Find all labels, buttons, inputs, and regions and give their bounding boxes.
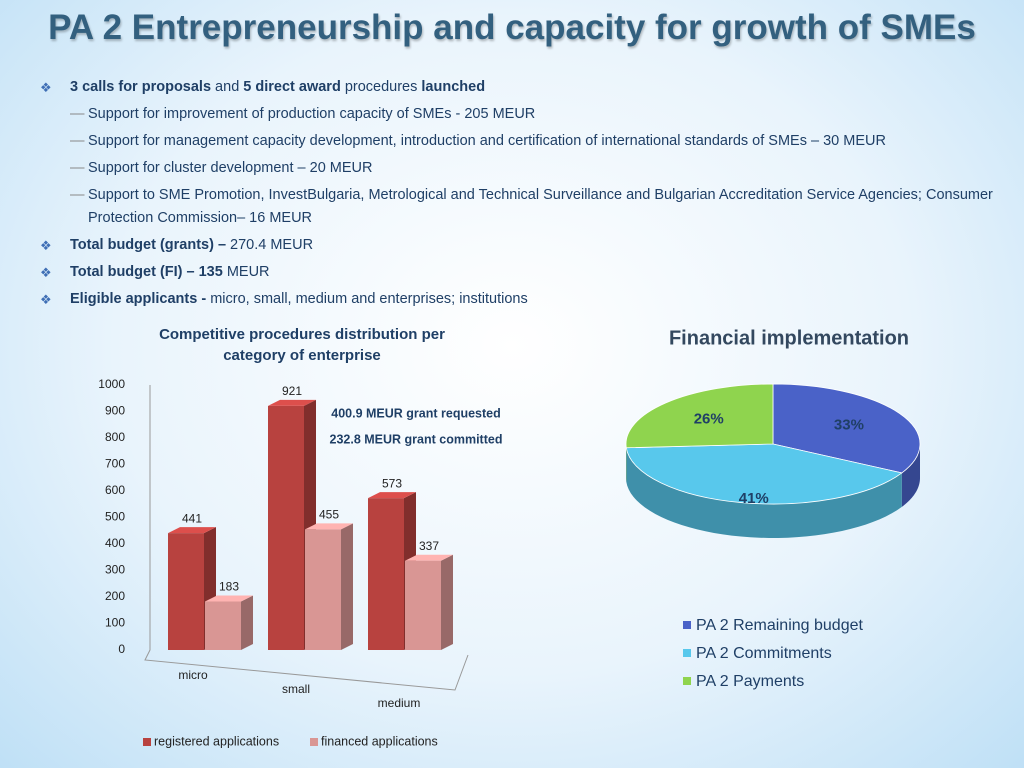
legend-label: PA 2 Remaining budget: [696, 617, 863, 634]
bar-top: [268, 399, 316, 406]
bullet: 3 calls for proposals and 5 direct award…: [40, 76, 1005, 99]
bar-top: [168, 527, 216, 534]
y-tick-label: 500: [105, 510, 125, 524]
bullet-text: 3 calls for proposals: [70, 79, 212, 95]
annotation: 232.8 MEUR grant committed: [330, 432, 503, 446]
data-label: 573: [382, 476, 402, 490]
x-tick-label: small: [282, 682, 310, 696]
bar-top: [305, 523, 353, 530]
y-tick-label: 1000: [98, 377, 125, 391]
bar: [368, 498, 404, 650]
bar-top: [205, 595, 253, 602]
bullet-text: 270.4 MEUR: [226, 237, 314, 253]
data-label: 921: [282, 384, 302, 398]
data-label: 33%: [834, 417, 864, 434]
bullet: Support for cluster development – 20 MEU…: [40, 157, 1005, 180]
annotation: 400.9 MEUR grant requested: [331, 406, 501, 420]
bullet-text: procedures: [340, 79, 422, 95]
bar: [268, 405, 304, 650]
bullet-text: Support to SME Promotion, InvestBulgaria…: [88, 187, 993, 226]
bullet-text: 5 direct award: [243, 79, 341, 95]
bar: [405, 560, 441, 650]
x-tick-label: micro: [178, 668, 208, 682]
bar: [205, 601, 241, 650]
y-tick-label: 300: [105, 563, 125, 577]
y-tick-label: 800: [105, 430, 125, 444]
chart-title: Competitive procedures distribution per c…: [159, 326, 445, 364]
legend-swatch: [143, 738, 151, 746]
bar: [168, 533, 204, 650]
bar: [305, 529, 341, 650]
bullet-text: Support for improvement of production ca…: [88, 106, 536, 122]
y-tick-label: 700: [105, 457, 125, 471]
bullet-text: Total budget (FI) – 135: [70, 264, 223, 280]
bar-top: [368, 492, 416, 499]
legend-swatch: [683, 677, 691, 685]
y-tick-label: 0: [118, 642, 125, 656]
pie-side: [626, 447, 902, 538]
bullet: Support to SME Promotion, InvestBulgaria…: [40, 184, 1005, 230]
bullet-text: Support for management capacity developm…: [88, 133, 886, 149]
data-label: 441: [182, 511, 202, 525]
legend-label: registered applications: [154, 734, 279, 748]
data-label: 455: [319, 508, 339, 522]
bullet-list: 3 calls for proposals and 5 direct award…: [40, 76, 1005, 315]
legend-label: PA 2 Payments: [696, 673, 804, 690]
chart-title: Financial implementation: [669, 327, 909, 349]
y-tick-label: 100: [105, 616, 125, 630]
bar-side: [341, 523, 353, 650]
data-label: 26%: [694, 410, 724, 427]
y-tick-label: 400: [105, 536, 125, 550]
bullet: Support for management capacity developm…: [40, 130, 1005, 153]
slide-title: PA 2 Entrepreneurship and capacity for g…: [48, 8, 976, 47]
bullet-text: Support for cluster development – 20 MEU…: [88, 160, 373, 176]
legend-swatch: [310, 738, 318, 746]
y-tick-label: 900: [105, 404, 125, 418]
x-tick-label: medium: [378, 696, 421, 710]
pie-side: [901, 444, 920, 507]
bullet: Support for improvement of production ca…: [40, 103, 1005, 126]
data-label: 183: [219, 580, 239, 594]
bar-side: [441, 554, 453, 650]
legend-swatch: [683, 649, 691, 657]
bullet: Eligible applicants - micro, small, medi…: [40, 288, 1005, 311]
data-label: 337: [419, 539, 439, 553]
legend-label: PA 2 Commitments: [696, 645, 832, 662]
bar-top: [405, 554, 453, 561]
bullet-text: micro, small, medium and enterprises; in…: [206, 291, 528, 307]
pie-slice: [772, 383, 921, 474]
axis-wall: [144, 385, 469, 691]
bullet-text: Eligible applicants -: [70, 291, 207, 307]
bar-side: [241, 595, 253, 650]
legend-label: financed applications: [321, 734, 438, 748]
bullet: Total budget (grants) – 270.4 MEUR: [40, 234, 1005, 257]
y-tick-label: 600: [105, 483, 125, 497]
legend-swatch: [683, 621, 691, 629]
bullet-text: Total budget (grants) –: [70, 237, 227, 253]
pie-slice: [625, 383, 774, 449]
bullet-text: launched: [421, 79, 486, 95]
bullet-text: MEUR: [222, 264, 270, 280]
y-tick-label: 200: [105, 589, 125, 603]
data-label: 41%: [739, 490, 769, 507]
pie-slice: [625, 443, 903, 505]
bullet-text: and: [211, 79, 244, 95]
bullet: Total budget (FI) – 135 MEUR: [40, 261, 1005, 284]
